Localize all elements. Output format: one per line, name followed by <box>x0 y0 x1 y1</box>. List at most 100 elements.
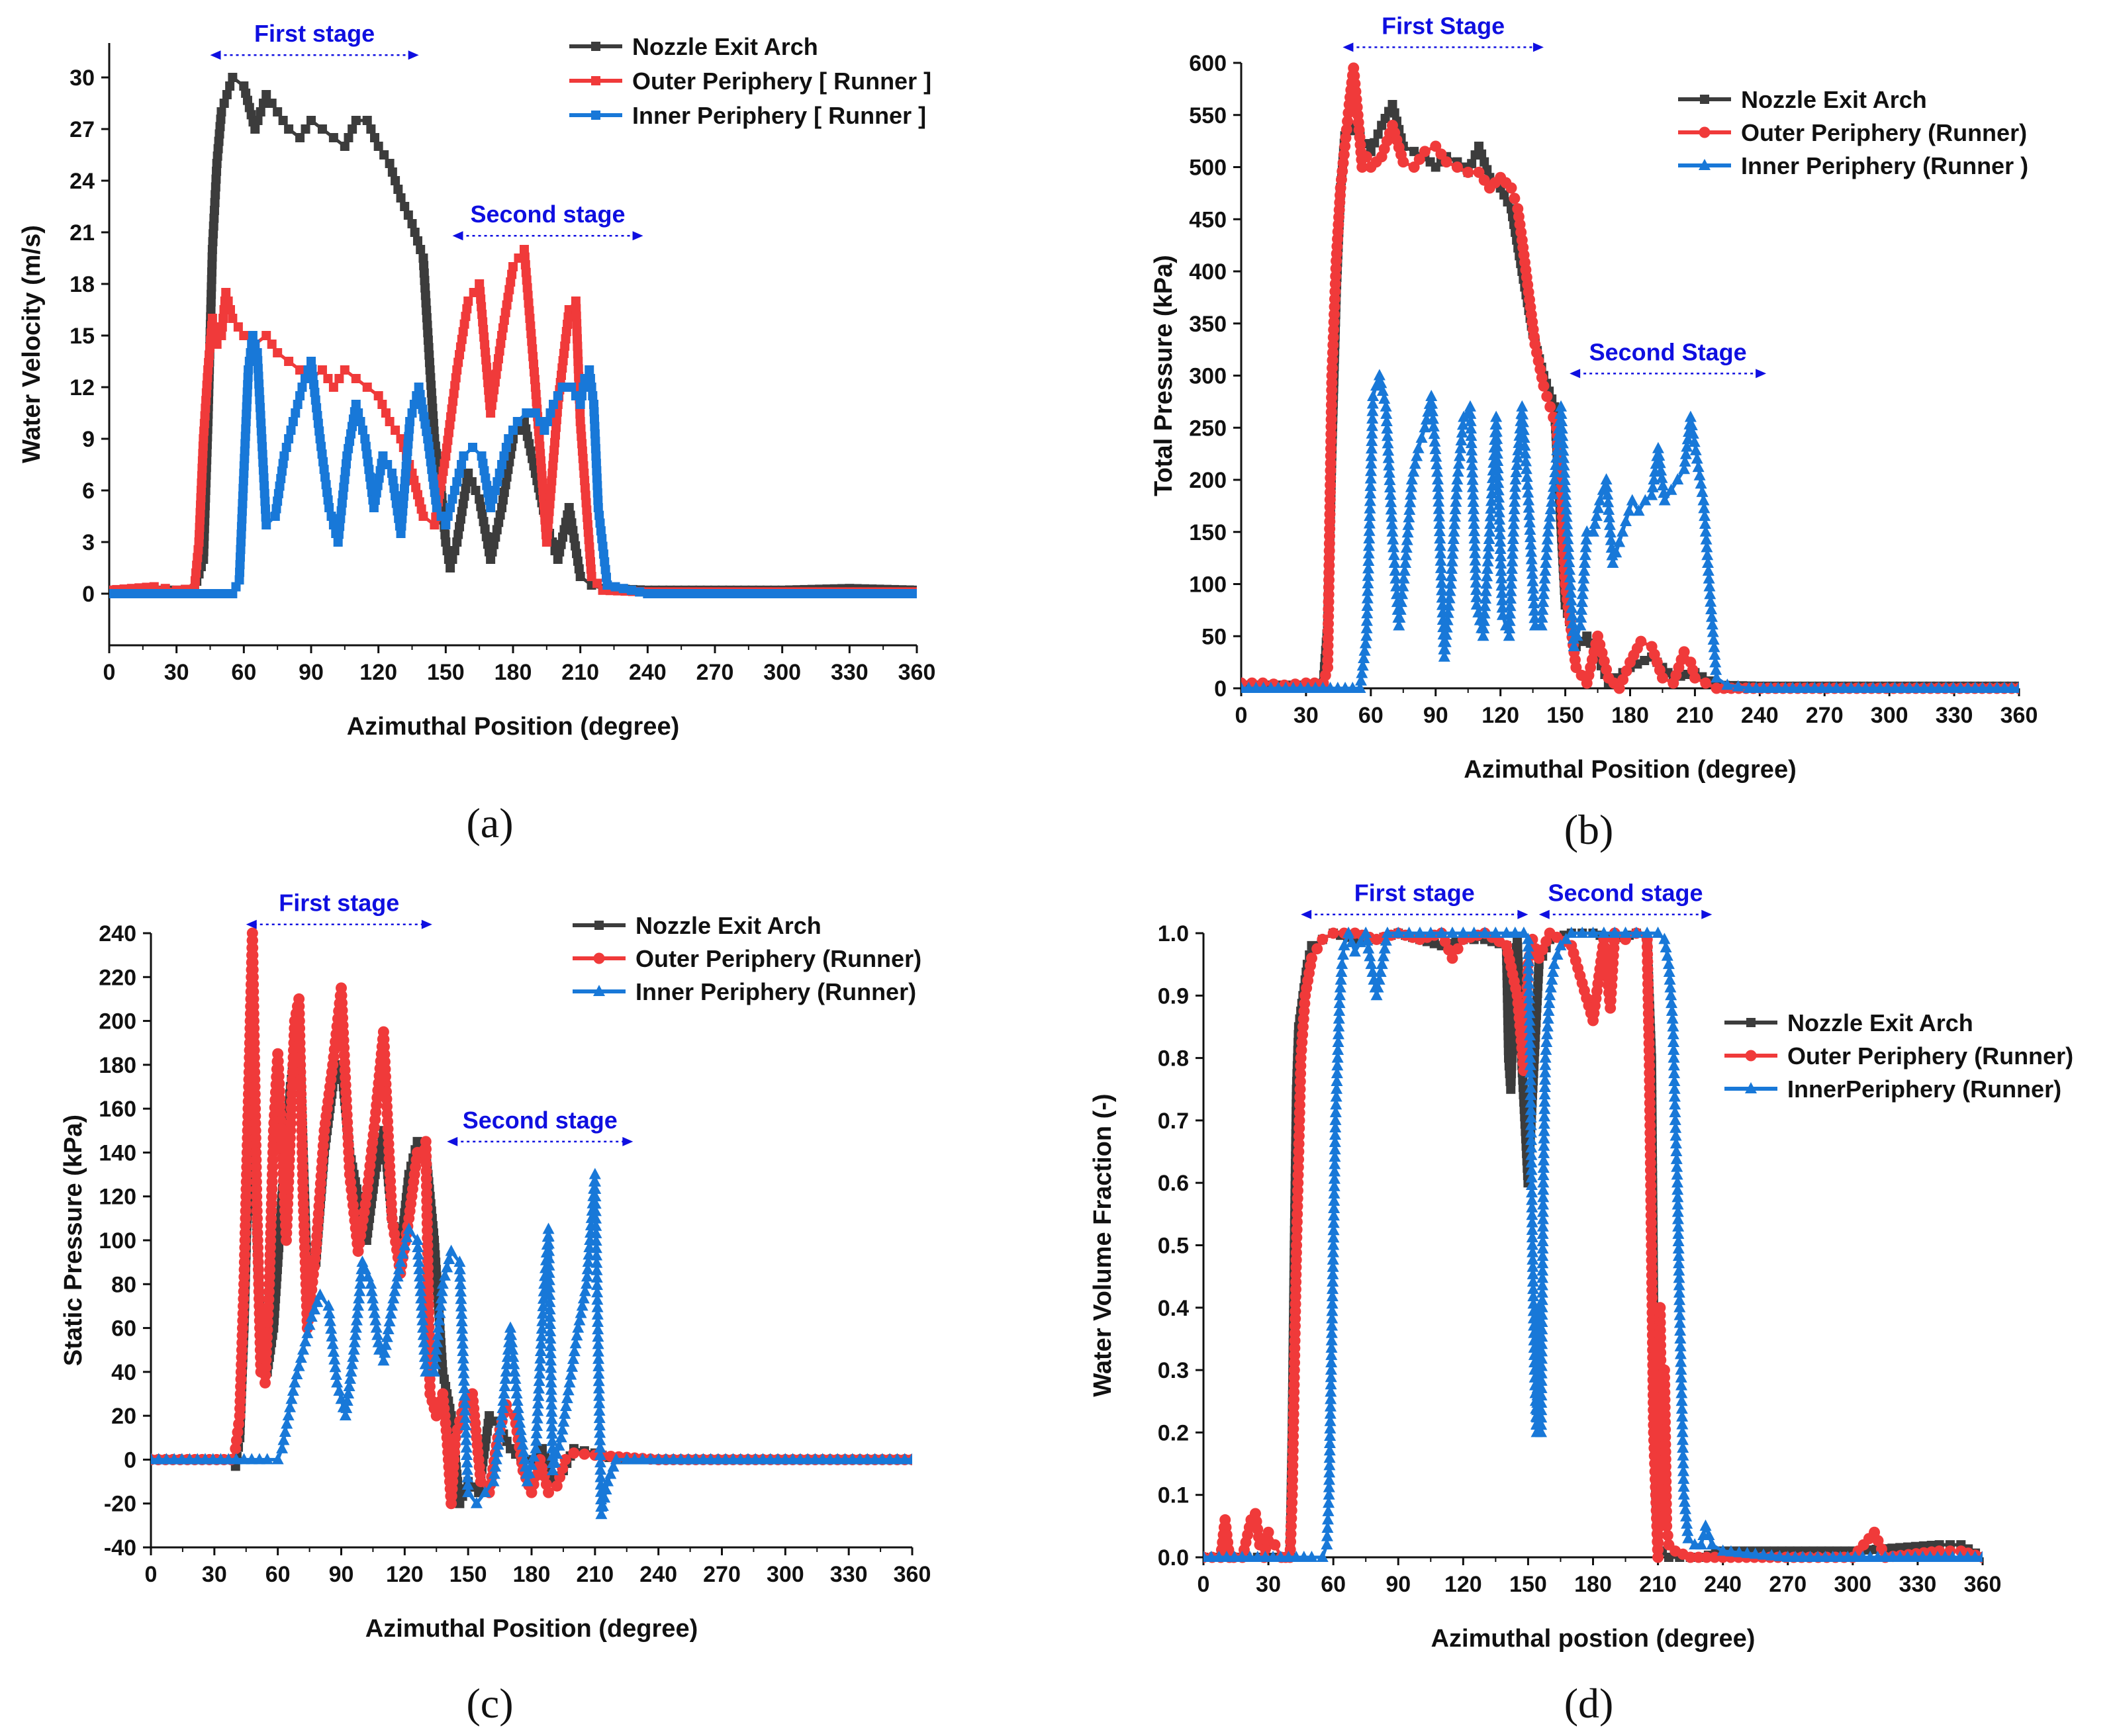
series-1 <box>1241 62 2019 694</box>
x-tick-label: 360 <box>894 1562 931 1587</box>
data-point <box>1673 1301 1686 1312</box>
data-point <box>1330 1090 1342 1102</box>
data-point <box>458 327 468 337</box>
data-point <box>891 1453 904 1465</box>
data-point <box>498 1387 510 1398</box>
data-point <box>442 443 451 453</box>
data-point <box>487 1475 500 1486</box>
data-point <box>427 396 437 406</box>
data-point <box>595 1508 608 1520</box>
data-point <box>1523 494 1535 506</box>
data-point <box>1507 1038 1517 1048</box>
legend-item: Nozzle Exit Arch <box>569 33 818 60</box>
data-point <box>519 245 529 254</box>
data-point <box>440 529 450 539</box>
data-point <box>534 1344 547 1356</box>
data-point <box>1431 465 1444 477</box>
data-point <box>564 305 574 314</box>
data-point <box>591 1293 604 1305</box>
data-point <box>555 547 565 557</box>
data-point <box>794 1453 806 1465</box>
data-point <box>1260 1543 1272 1555</box>
legend-item: Outer Periphery (Runner) <box>573 945 921 972</box>
data-point <box>497 503 507 512</box>
data-point <box>1526 1186 1538 1198</box>
data-point <box>1470 590 1483 602</box>
data-point <box>239 331 249 340</box>
data-point <box>1520 455 1532 467</box>
data-point <box>419 1357 432 1369</box>
chart-panel-b: 0 30 60 90 120 150 180 210 240 270 300 330 360050100… <box>1150 12 2038 853</box>
data-point <box>1670 1152 1683 1164</box>
data-point <box>1325 1385 1337 1397</box>
data-point <box>1695 477 1707 489</box>
data-point <box>874 589 884 598</box>
data-point <box>544 1340 557 1351</box>
data-point <box>255 402 265 412</box>
data-point <box>1561 525 1574 537</box>
data-point <box>1415 432 1428 443</box>
data-point <box>1673 1308 1686 1320</box>
data-point <box>546 1464 559 1475</box>
y-axis-label: Static Pressure (kPa) <box>60 1115 87 1366</box>
data-point <box>1380 400 1392 412</box>
data-point <box>175 1453 188 1465</box>
data-point <box>1405 488 1417 500</box>
data-point <box>1402 518 1415 530</box>
data-point <box>1327 1283 1339 1295</box>
data-point <box>157 589 167 598</box>
data-point <box>207 1453 219 1465</box>
y-tick-label: 140 <box>99 1140 136 1165</box>
data-point <box>350 1321 362 1333</box>
data-point <box>555 1431 567 1443</box>
data-point <box>348 1343 360 1355</box>
stage-annotation: First stage <box>210 20 419 60</box>
data-point <box>591 1301 604 1312</box>
data-point <box>482 363 492 373</box>
data-point <box>1478 607 1491 619</box>
data-point <box>497 460 507 469</box>
data-point <box>1292 1169 1304 1181</box>
data-point <box>579 1448 590 1460</box>
data-point <box>904 589 914 598</box>
data-point <box>1536 1301 1548 1312</box>
data-point <box>595 518 605 528</box>
x-tick-label: 270 <box>696 660 734 685</box>
data-point <box>1666 1004 1678 1016</box>
data-point <box>432 1328 444 1340</box>
data-point <box>545 1383 557 1395</box>
data-point <box>422 305 432 315</box>
data-point <box>481 355 491 365</box>
data-point <box>1562 540 1575 552</box>
data-point <box>386 1299 399 1311</box>
data-point <box>1526 1238 1538 1250</box>
data-point <box>310 387 320 397</box>
data-point <box>1431 458 1443 470</box>
data-point <box>1551 948 1564 960</box>
data-point <box>1397 156 1409 168</box>
data-point <box>1477 629 1489 641</box>
data-point <box>477 309 487 319</box>
data-point <box>1419 146 1431 158</box>
data-point <box>1544 989 1556 1001</box>
data-point <box>195 529 205 539</box>
data-point <box>1509 927 1521 938</box>
data-point <box>1856 1551 1869 1562</box>
data-point <box>1430 450 1442 462</box>
data-point <box>455 1498 465 1508</box>
data-point <box>366 124 376 134</box>
data-point <box>401 461 411 471</box>
data-point <box>207 252 217 262</box>
data-point <box>1494 543 1507 554</box>
data-point <box>187 589 197 598</box>
data-point <box>206 297 216 307</box>
legend-marker <box>593 952 605 964</box>
data-point <box>1527 574 1539 586</box>
data-point <box>1370 138 1380 148</box>
data-point <box>1327 1224 1340 1236</box>
data-point <box>1383 459 1395 471</box>
data-point <box>412 1241 424 1253</box>
data-point <box>1716 1544 1729 1556</box>
data-point <box>250 124 260 134</box>
data-point <box>1681 1517 1693 1529</box>
